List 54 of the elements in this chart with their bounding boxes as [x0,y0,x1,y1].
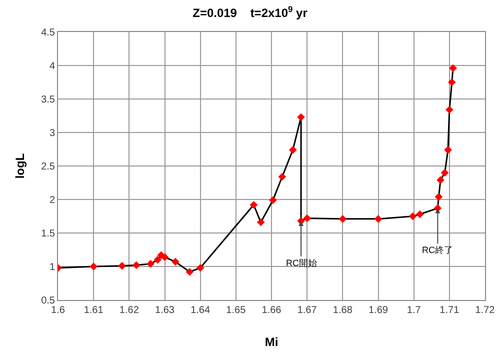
point [196,264,204,272]
x-tick-label: 1.64 [190,305,210,316]
point [444,146,452,154]
point [440,168,449,177]
point [338,215,347,223]
y-tick-label: 1.5 [41,228,56,240]
point [288,146,297,154]
point [448,78,456,86]
x-tick-label: 1.67 [297,305,318,316]
annotation: RC開始 [286,258,317,268]
point [256,218,265,226]
point [132,261,140,270]
x-tick-label: 1.66 [262,305,282,316]
x-tick-label: 1.72 [475,305,496,316]
point [449,64,457,72]
y-tick-label: 3 [49,128,56,139]
x-tick-label: 1.63 [155,305,175,316]
x-axis-title: Mi [264,335,278,349]
point [154,256,162,264]
annotation: RC終了 [422,245,453,255]
point [408,212,417,220]
point [250,200,258,209]
point [374,215,382,223]
x-tick-label: 1.71 [440,305,460,316]
y-tick-label: 2.5 [41,162,56,172]
point [434,192,443,201]
x-tick-label: 1.65 [226,305,246,316]
y-tick-label: 0.5 [41,296,56,306]
x-tick-label: 1.68 [332,305,353,316]
chart-title: Z=0.019 t=2x10$^{9}$ yr [192,4,308,20]
x-tick-label: 1.62 [119,305,140,316]
y-tick-label: 2 [49,195,56,206]
y-axis-title: logL [13,153,27,179]
point [269,196,277,204]
x-tick-label: 1.69 [368,305,388,316]
point [186,268,194,276]
point [118,262,126,270]
point [436,176,444,184]
point [90,262,98,270]
x-tick-label: 1.61 [84,305,104,316]
point [278,172,286,181]
point [446,106,454,114]
point [172,258,180,266]
y-tick-label: 3.5 [41,94,56,106]
point [160,253,169,262]
x-tick-label: 1.7 [406,305,422,316]
point [303,214,311,222]
point [416,210,424,218]
y-tick-label: 1 [49,262,56,273]
y-tick-label: 4.5 [41,28,56,38]
x-tick-label: 1.6 [51,305,66,316]
point [297,113,305,121]
y-tick-label: 4 [49,61,56,72]
point [146,260,154,268]
